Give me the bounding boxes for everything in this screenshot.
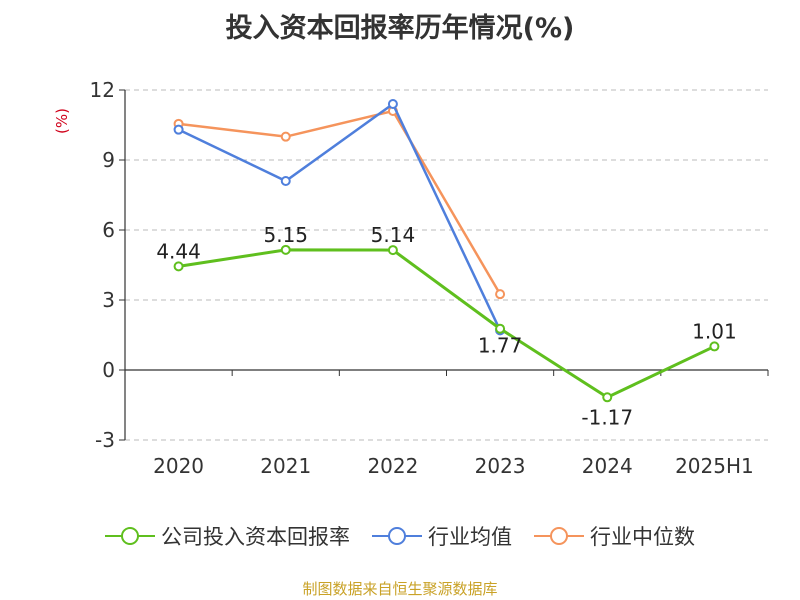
chart-title: 投入资本回报率历年情况(%) xyxy=(225,13,575,44)
data-point-0 xyxy=(495,323,506,334)
data-point-1 xyxy=(173,124,184,135)
series-line-0 xyxy=(178,248,716,400)
legend-item-series-1[interactable]: 行业均值 xyxy=(372,521,512,551)
x-tick-label: 2022 xyxy=(367,454,418,478)
data-label: 4.44 xyxy=(156,239,201,263)
legend-item-series-0[interactable]: 公司投入资本回报率 xyxy=(105,521,350,551)
data-label: 1.01 xyxy=(692,319,737,343)
x-tick-label: 2020 xyxy=(153,454,204,478)
y-tick-label: 0 xyxy=(102,358,115,382)
y-tick-label: 3 xyxy=(102,288,115,312)
legend-marker-icon xyxy=(372,527,422,545)
data-source-note: 制图数据来自恒生聚源数据库 xyxy=(302,580,498,598)
y-tick-label: 12 xyxy=(90,78,115,102)
legend-item-series-2[interactable]: 行业中位数 xyxy=(534,521,695,551)
line-chart: -3 0 3 6 9 12 2020 2021 2022 2023 2024 2025H1 4.44 5.… xyxy=(90,78,769,478)
y-tick-label: 6 xyxy=(102,218,115,242)
y-tick-label: -3 xyxy=(95,428,115,452)
legend-label: 公司投入资本回报率 xyxy=(161,525,350,549)
series-line-1 xyxy=(178,102,502,331)
data-label: 5.14 xyxy=(371,223,416,247)
data-point-0 xyxy=(173,261,184,272)
x-tick-label: 2023 xyxy=(475,454,526,478)
legend-label: 行业中位数 xyxy=(590,525,695,549)
y-tick-label: 9 xyxy=(102,148,115,172)
legend-label: 行业均值 xyxy=(428,525,512,549)
data-label: 5.15 xyxy=(263,223,308,247)
x-tick-label: 2021 xyxy=(260,454,311,478)
data-point-1 xyxy=(387,99,398,109)
data-point-0 xyxy=(280,244,291,255)
series-line-2 xyxy=(178,109,502,295)
data-label: -1.17 xyxy=(581,405,633,429)
chart-legend: 公司投入资本回报率 行业均值 行业中位数 xyxy=(0,521,800,551)
data-label: 1.77 xyxy=(478,334,523,358)
data-point-2 xyxy=(280,131,291,142)
legend-marker-icon xyxy=(534,527,584,545)
data-point-0 xyxy=(387,245,398,256)
data-point-1 xyxy=(280,176,291,186)
data-point-0 xyxy=(602,392,613,403)
legend-marker-icon xyxy=(105,527,155,545)
data-point-2 xyxy=(495,289,506,300)
x-tick-label: 2024 xyxy=(582,454,633,478)
x-tick-label: 2025H1 xyxy=(675,454,754,478)
data-point-0 xyxy=(709,341,720,352)
